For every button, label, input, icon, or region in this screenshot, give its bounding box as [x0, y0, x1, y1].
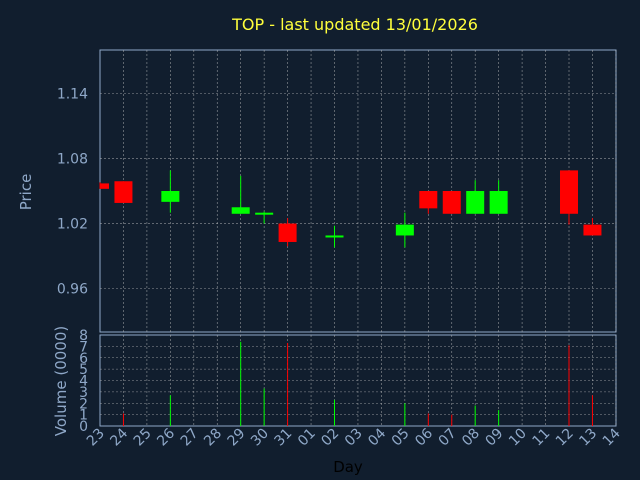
candle-body — [583, 224, 602, 236]
volume-tick-label: 6 — [79, 351, 88, 367]
x-tick-label: 11 — [529, 426, 553, 450]
candle-body — [325, 235, 344, 238]
x-tick-label: 29 — [225, 426, 249, 450]
x-tick-label: 13 — [576, 426, 600, 450]
x-tick-label: 28 — [201, 426, 225, 450]
x-tick-label: 05 — [389, 426, 413, 450]
volume-tick-label: 3 — [79, 385, 88, 401]
x-tick-label: 02 — [318, 426, 342, 450]
price-tick-label: 0.96 — [57, 282, 88, 298]
candle-body — [100, 183, 109, 189]
candle-body — [442, 191, 461, 214]
x-tick-label: 10 — [506, 426, 530, 450]
x-tick-label: 09 — [483, 426, 507, 450]
price-tick-label: 1.14 — [57, 86, 88, 102]
chart-title: TOP - last updated 13/01/2026 — [231, 15, 478, 34]
price-panel — [99, 170, 602, 248]
volume-tick-label: 0 — [79, 419, 88, 435]
x-tick-label: 04 — [365, 425, 389, 449]
x-tick-label: 27 — [178, 426, 202, 450]
x-tick-label: 03 — [342, 426, 366, 450]
candle-body — [255, 212, 274, 215]
x-tick-label: 07 — [436, 426, 460, 450]
candle-body — [161, 191, 180, 202]
volume-panel — [122, 341, 593, 426]
x-tick-label: 01 — [295, 426, 319, 450]
x-axis-label: Day — [333, 458, 363, 476]
price-tick-label: 1.02 — [57, 217, 88, 233]
volume-tick-label: 5 — [79, 362, 88, 378]
x-tick-label: 31 — [272, 426, 296, 450]
candle-body — [278, 223, 297, 242]
x-tick-label: 06 — [412, 425, 436, 449]
candle-body — [395, 224, 414, 236]
x-tick-label: 14 — [600, 425, 624, 449]
x-tick-label: 25 — [131, 426, 155, 450]
candle-body — [231, 207, 250, 214]
volume-tick-label: 2 — [79, 396, 88, 412]
volume-axis-label: Volume (0000) — [52, 326, 70, 436]
x-tick-label: 08 — [459, 426, 483, 450]
candle-body — [466, 191, 485, 214]
x-tick-label: 24 — [107, 425, 131, 449]
volume-tick-label: 8 — [79, 328, 88, 344]
candle-body — [114, 181, 133, 203]
candle-body — [489, 191, 508, 214]
y-axis-label: Price — [17, 174, 35, 211]
candle-body — [419, 191, 438, 209]
volume-tick-label: 7 — [79, 339, 88, 355]
x-tick-label: 30 — [248, 426, 272, 450]
volume-tick-label: 4 — [79, 374, 88, 390]
x-tick-label: 26 — [154, 425, 178, 449]
price-tick-label: 1.08 — [57, 151, 88, 167]
x-tick-label: 12 — [553, 426, 577, 450]
volume-tick-label: 1 — [79, 408, 88, 424]
candle-body — [560, 170, 578, 214]
